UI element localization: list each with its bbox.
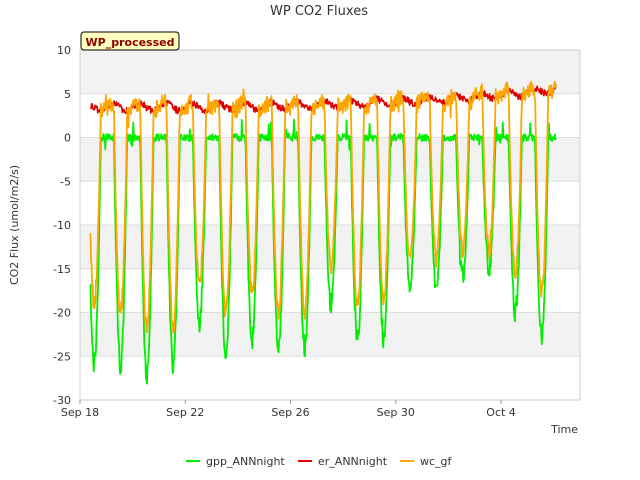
y-tick-label: -5 xyxy=(60,175,71,188)
x-tick-label: Sep 30 xyxy=(377,406,415,419)
x-tick-label: Oct 4 xyxy=(486,406,516,419)
y-tick-label: 5 xyxy=(64,88,71,101)
legend-entry: wc_gf xyxy=(420,455,453,468)
y-tick-label: -30 xyxy=(53,394,71,407)
y-tick-label: -15 xyxy=(53,263,71,276)
y-axis-ticks: 10 5 0 -5 -10 -15 -20 -25 -30 xyxy=(53,44,71,407)
plot-frame xyxy=(79,49,581,401)
processed-badge-box xyxy=(80,31,180,51)
x-tick-label: Sep 18 xyxy=(61,406,99,419)
series-line-wc-gf xyxy=(89,80,557,334)
y-tick-label: -25 xyxy=(53,350,71,363)
background-band xyxy=(80,312,580,357)
processed-badge-label: WP_processed xyxy=(86,36,175,49)
y-tick-label: 10 xyxy=(57,44,71,57)
x-tick-label: Sep 26 xyxy=(271,406,309,419)
y-tick-label: -10 xyxy=(53,219,71,232)
legend-entry: er_ANNnight xyxy=(318,455,388,468)
y-axis-label: CO2 Flux (umol/m2/s) xyxy=(8,165,21,285)
y-tick-label: -20 xyxy=(53,307,71,320)
legend-entry: gpp_ANNnight xyxy=(206,455,285,468)
x-tick-label: Sep 22 xyxy=(166,406,204,419)
series-layer xyxy=(89,80,557,385)
legend: gpp_ANNnight er_ANNnight wc_gf xyxy=(186,455,453,468)
x-axis-label: Time xyxy=(550,423,578,436)
background-band xyxy=(80,50,580,94)
chart-title: WP CO2 Fluxes xyxy=(270,4,368,19)
background-band xyxy=(80,137,580,182)
processed-badge: WP_processed xyxy=(80,31,180,51)
x-axis-ticks: Sep 18 Sep 22 Sep 26 Sep 30 Oct 4 xyxy=(61,400,516,419)
y-tick-label: 0 xyxy=(64,132,71,145)
